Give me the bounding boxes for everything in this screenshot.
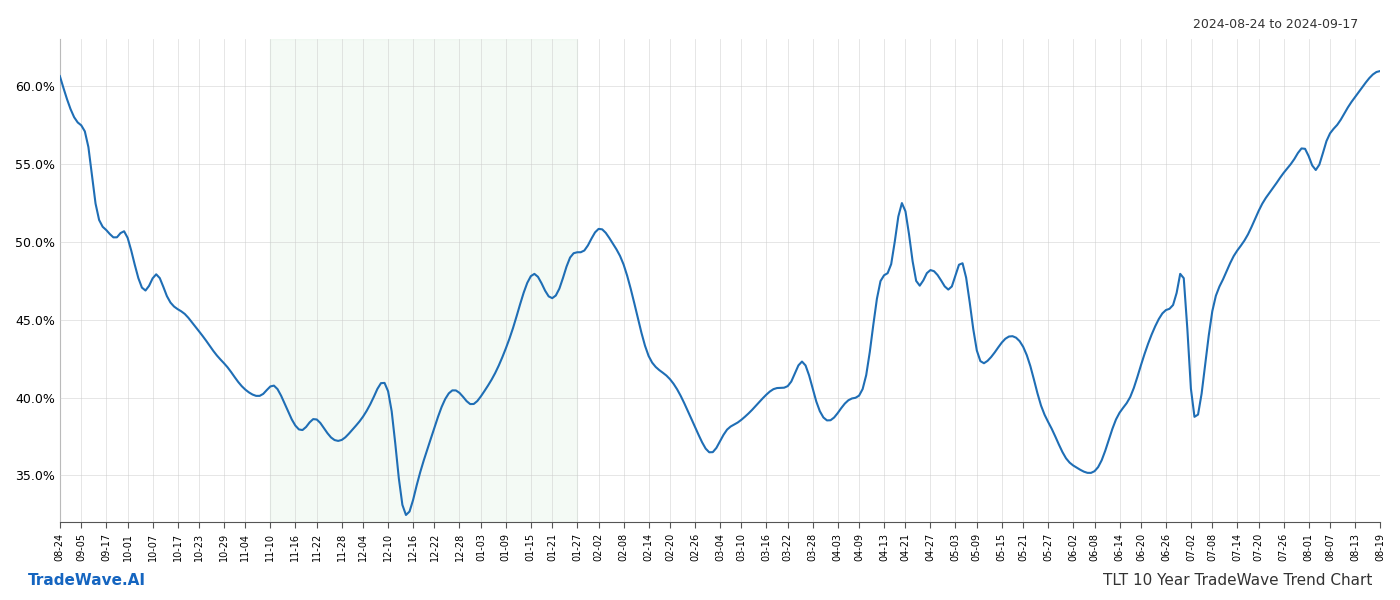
Text: TLT 10 Year TradeWave Trend Chart: TLT 10 Year TradeWave Trend Chart: [1103, 573, 1372, 588]
Text: 2024-08-24 to 2024-09-17: 2024-08-24 to 2024-09-17: [1193, 18, 1358, 31]
Bar: [270, 39, 577, 522]
Text: TradeWave.AI: TradeWave.AI: [28, 573, 146, 588]
